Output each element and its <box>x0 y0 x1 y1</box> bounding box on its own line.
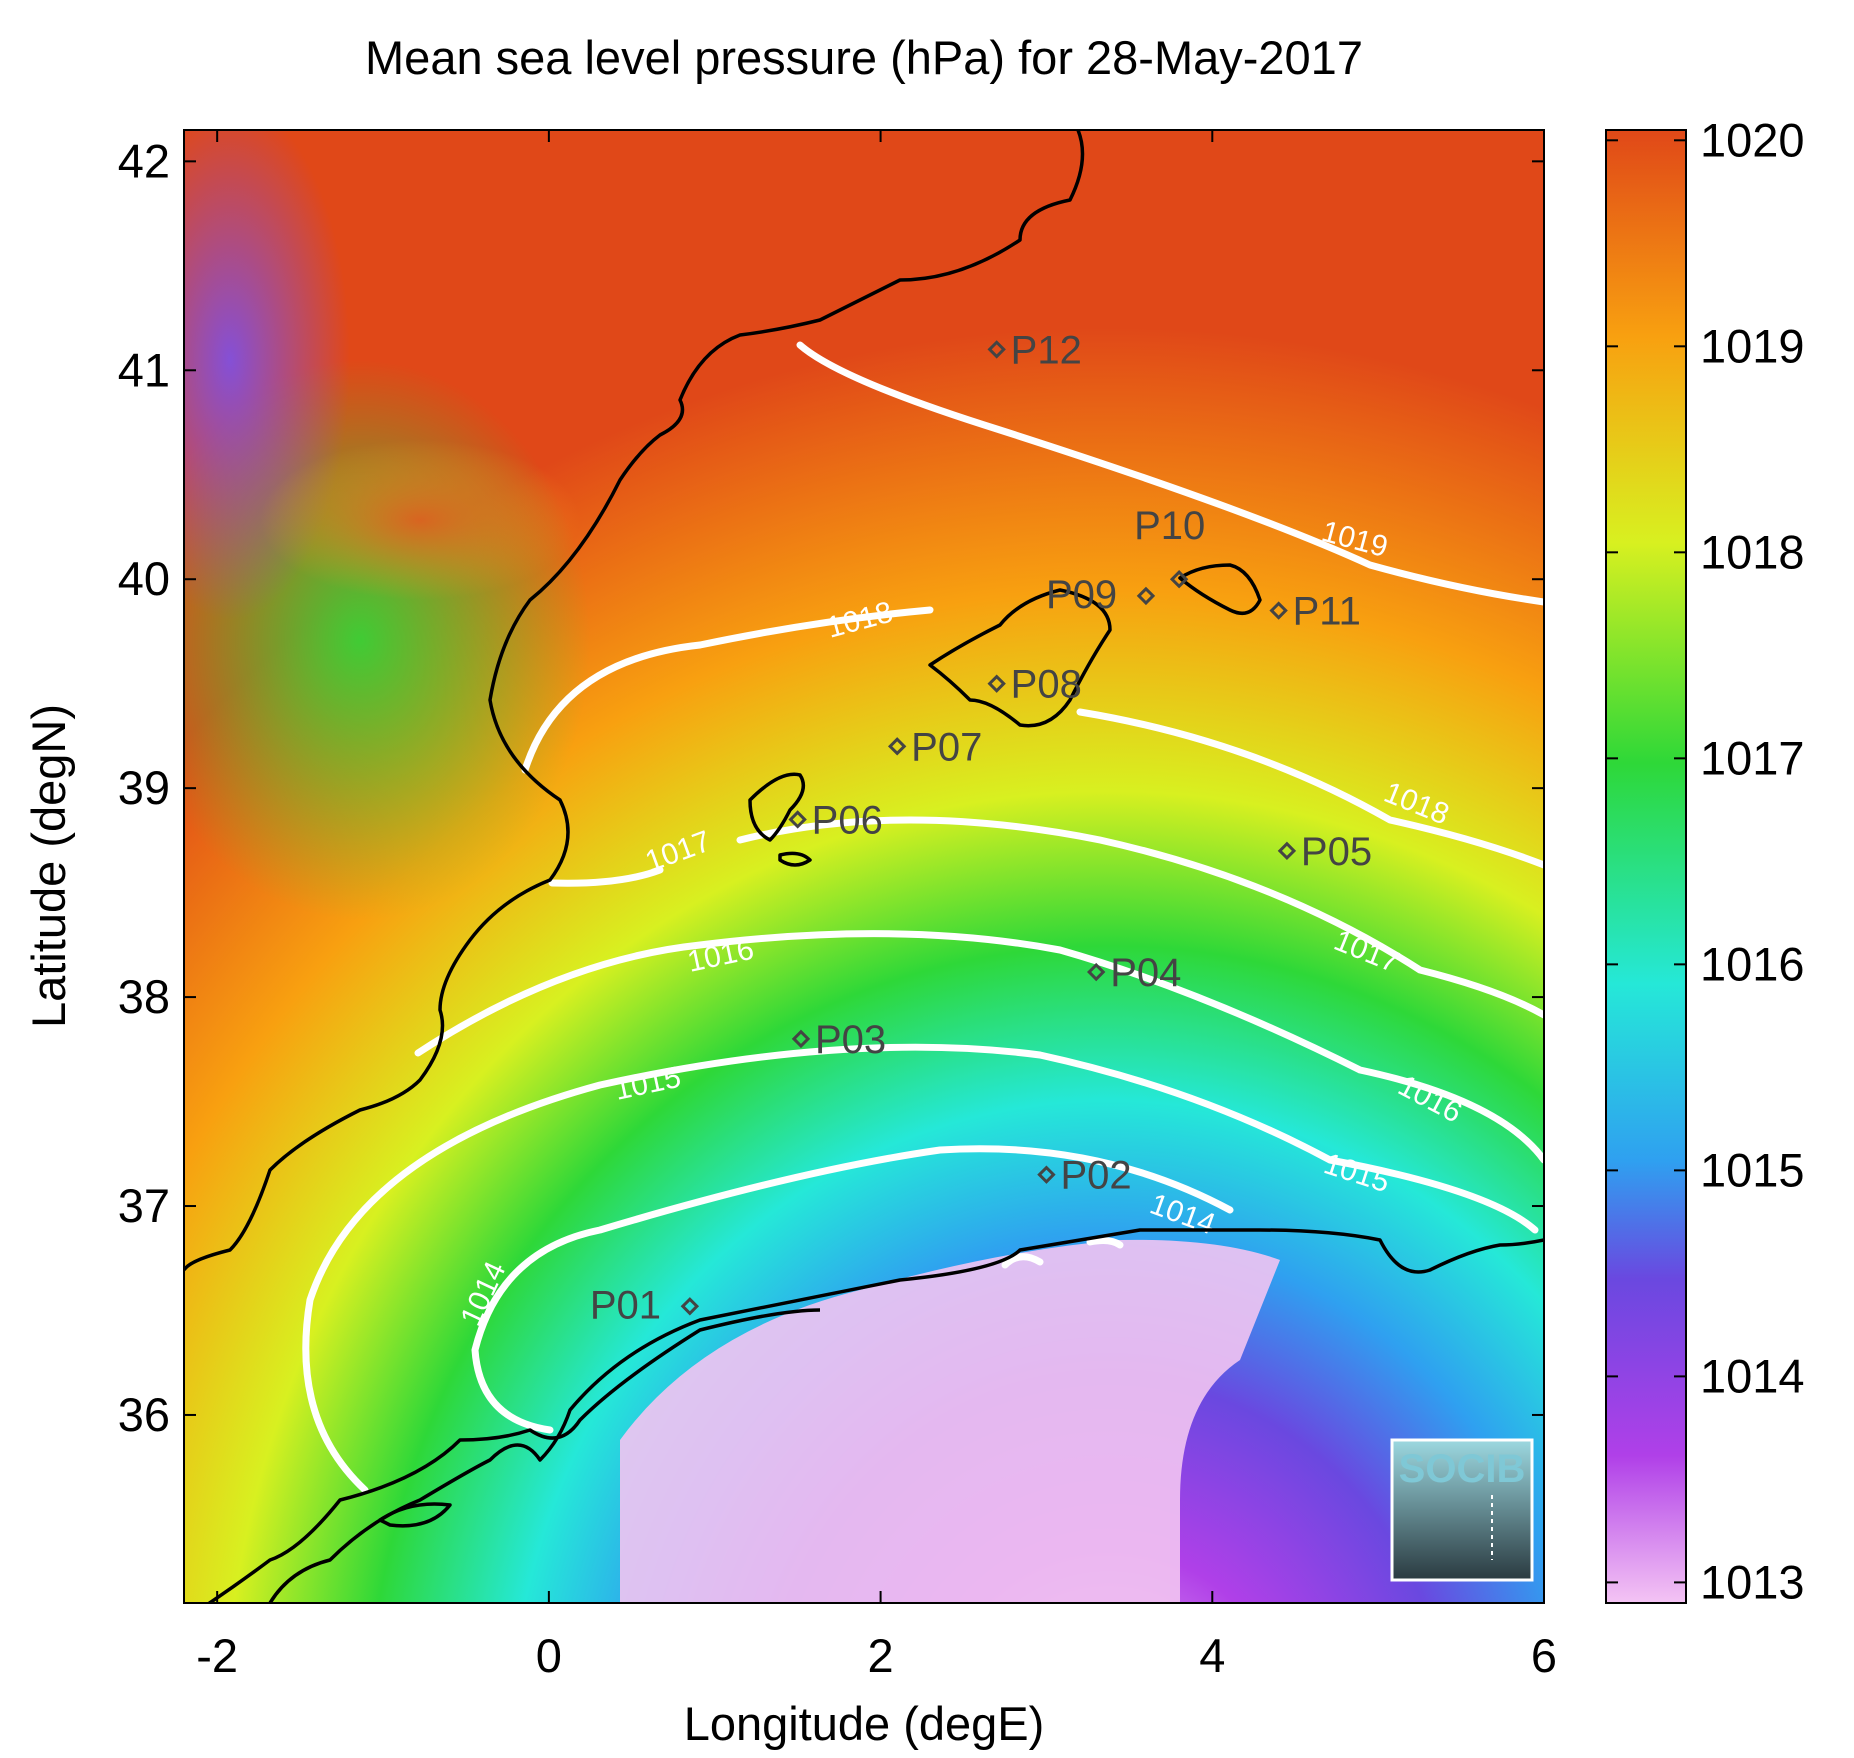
x-tick-label: 0 <box>536 1629 562 1682</box>
station-marker <box>788 810 807 829</box>
station-label: P06 <box>812 798 883 842</box>
y-tick-label: 40 <box>118 552 170 605</box>
logo-text: SOCIB <box>1399 1447 1526 1491</box>
isobar-1014 <box>471 1145 1234 1434</box>
isobars <box>302 341 1544 1494</box>
ibiza-island <box>748 772 812 867</box>
station-label: P01 <box>590 1283 661 1327</box>
colorbar: 1013 1014 1015 1016 1017 1018 1019 1020 <box>1605 113 1805 1608</box>
y-tick-label: 41 <box>118 343 170 396</box>
map-plot-area: 1014 1014 1015 1015 1016 1016 1017 1017 … <box>184 130 1544 1603</box>
station-marker <box>1136 586 1156 606</box>
station-marker <box>791 1029 811 1049</box>
logo-frame <box>1390 1438 1534 1582</box>
station-marker <box>680 1297 700 1316</box>
mallorca-island <box>928 588 1112 728</box>
colorbar-tick-label: 1015 <box>1700 1143 1805 1196</box>
station-marker <box>987 674 1006 693</box>
african-coastline <box>268 1228 1544 1603</box>
station-label: P09 <box>1046 573 1117 617</box>
station-label: P11 <box>1293 590 1361 634</box>
station-markers: P01 P02 P03 P04 P05 P06 P07 P08 P09 P10 P11 P12 <box>590 328 1372 1327</box>
station-label: P07 <box>911 725 982 769</box>
isobar-1018 <box>521 606 1544 869</box>
station-marker <box>887 737 907 756</box>
alboran-island <box>378 1502 452 1528</box>
x-tick-label: -2 <box>196 1629 238 1682</box>
colorbar-tick-label: 1020 <box>1700 113 1805 166</box>
land-pressure-orange <box>260 440 580 600</box>
station-marker <box>987 340 1006 359</box>
station-marker <box>1087 962 1106 982</box>
station-label: P12 <box>1011 328 1082 372</box>
station-marker <box>1269 601 1288 620</box>
colorbar-tick-label: 1014 <box>1700 1349 1805 1402</box>
map-title: Mean sea level pressure (hPa) for 28-May… <box>365 31 1363 84</box>
map-frame <box>183 129 1545 1604</box>
y-tick-label: 38 <box>118 970 170 1023</box>
iberian-coastline <box>184 130 1085 1272</box>
y-axis-label: Latitude (degN) <box>22 704 75 1028</box>
y-tick-label: 39 <box>118 761 170 814</box>
isobar-1019 <box>796 341 1544 606</box>
colorbar-tick-label: 1013 <box>1700 1555 1805 1608</box>
x-axis: -2 0 2 4 6 <box>196 130 1557 1682</box>
colorbar-gradient <box>1605 129 1687 1604</box>
spain-south-coastline <box>206 1308 821 1603</box>
y-tick-label: 42 <box>118 134 170 187</box>
socib-logo: SOCIB <box>1390 1438 1534 1582</box>
station-label: P03 <box>815 1018 886 1062</box>
x-tick-label: 2 <box>868 1629 894 1682</box>
station-label: P02 <box>1060 1154 1131 1198</box>
station-marker <box>1037 1165 1056 1184</box>
x-axis-label: Longitude (degE) <box>684 1697 1045 1750</box>
isobar-1016 <box>414 930 1544 1164</box>
station-label: P05 <box>1301 830 1372 874</box>
africa-low-pressure-area <box>620 1239 1280 1603</box>
y-axis: 36 37 38 39 40 41 42 <box>118 134 1544 1441</box>
y-tick-label: 36 <box>118 1388 170 1441</box>
menorca-island <box>1178 563 1262 616</box>
coastlines <box>184 130 1544 1603</box>
colorbar-tick-label: 1019 <box>1700 319 1805 372</box>
y-tick-label: 37 <box>118 1179 170 1232</box>
isobar-1015 <box>302 1043 1539 1494</box>
colorbar-tick-label: 1016 <box>1700 937 1805 990</box>
station-label: P08 <box>1011 663 1082 707</box>
station-marker <box>1169 570 1189 589</box>
isobar-1017 <box>548 816 1544 1019</box>
colorbar-ticks: 1013 1014 1015 1016 1017 1018 1019 1020 <box>1606 113 1805 1608</box>
colorbar-tick-label: 1018 <box>1700 525 1805 578</box>
colorbar-tick-label: 1017 <box>1700 731 1805 784</box>
x-tick-label: 4 <box>1199 1629 1225 1682</box>
x-tick-label: 6 <box>1531 1629 1557 1682</box>
station-label: P04 <box>1110 951 1181 995</box>
station-marker <box>1277 841 1297 861</box>
station-label: P10 <box>1134 504 1205 548</box>
